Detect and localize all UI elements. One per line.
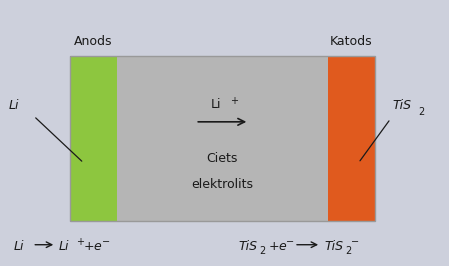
Text: 2: 2 (346, 246, 352, 256)
Text: +: + (265, 240, 283, 253)
Text: e: e (93, 240, 101, 253)
Text: TiS: TiS (324, 240, 343, 253)
Text: TiS: TiS (238, 240, 257, 253)
Text: +: + (230, 96, 238, 106)
Text: −: − (351, 237, 359, 247)
Text: Anods: Anods (74, 35, 113, 48)
Text: +: + (80, 240, 98, 253)
Text: −: − (102, 237, 110, 247)
Text: TiS: TiS (393, 99, 412, 112)
Text: e: e (278, 240, 286, 253)
Bar (70, 56, 117, 221)
Text: Katods: Katods (330, 35, 373, 48)
Text: Ciets: Ciets (207, 152, 238, 165)
Text: +: + (76, 237, 84, 247)
Bar (328, 56, 375, 221)
Text: Li: Li (58, 240, 69, 253)
Text: elektrolits: elektrolits (191, 178, 253, 191)
Text: −: − (286, 237, 295, 247)
Text: Li: Li (9, 99, 19, 112)
Text: Li: Li (13, 240, 24, 253)
Bar (70, 56, 375, 221)
Text: 2: 2 (260, 246, 266, 256)
Bar (117, 56, 328, 221)
Text: Li: Li (211, 98, 221, 111)
Text: 2: 2 (418, 107, 425, 117)
